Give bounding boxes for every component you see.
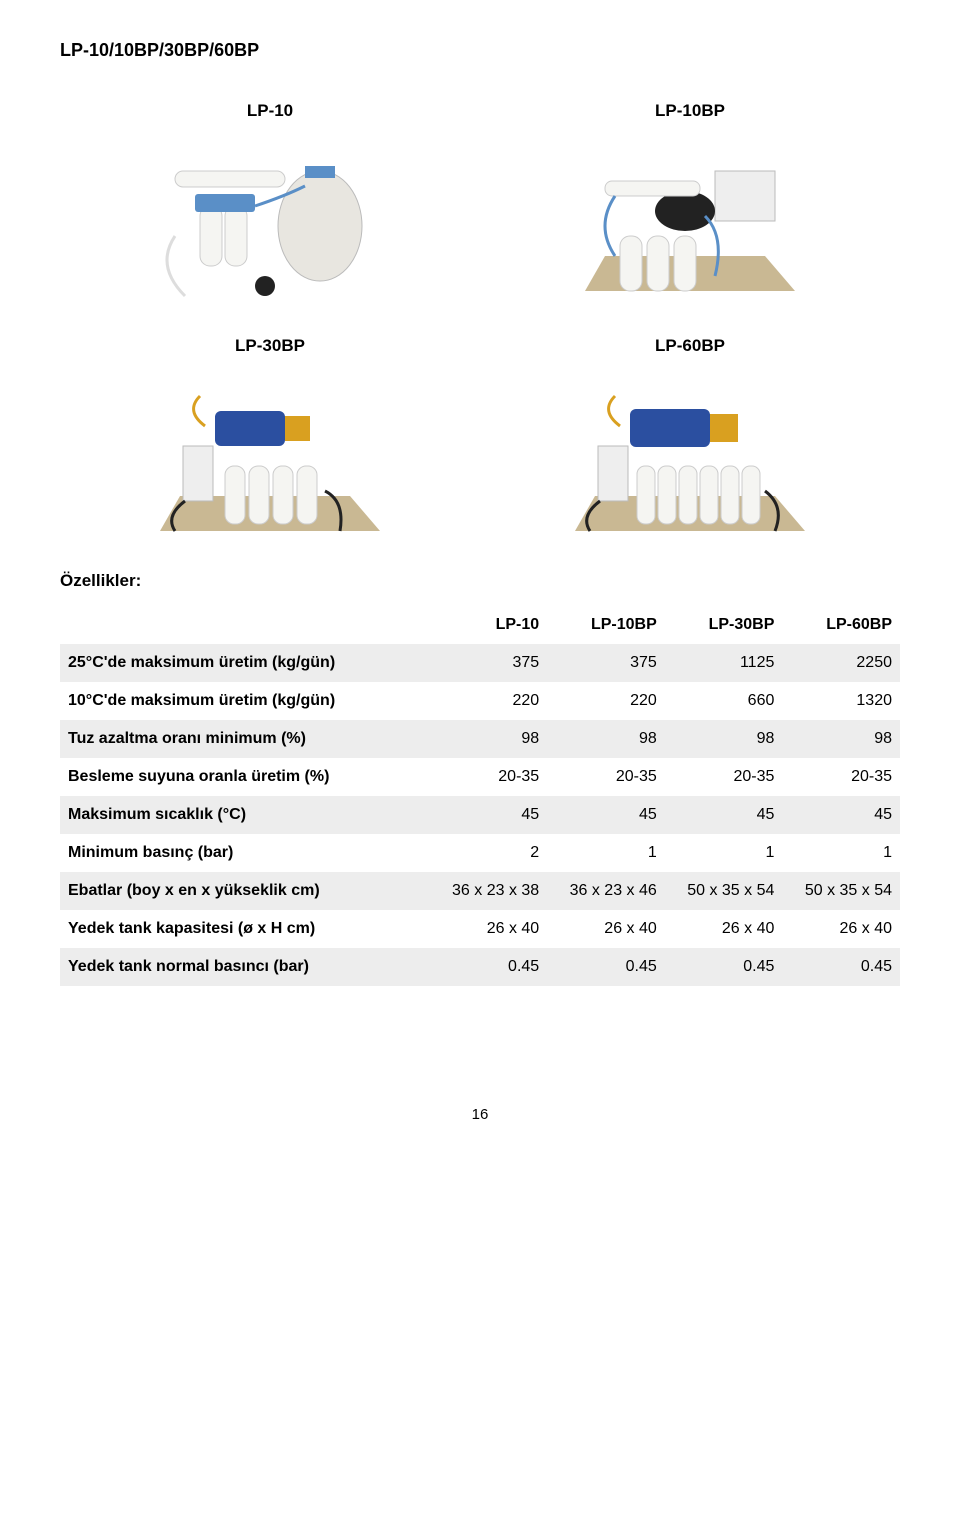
table-cell-value: 45 [547, 796, 665, 834]
table-cell-label: 10°C'de maksimum üretim (kg/gün) [60, 682, 430, 720]
table-row: Minimum basınç (bar)2111 [60, 834, 900, 872]
table-cell-value: 2250 [782, 644, 900, 682]
product-image-lp30bp [145, 371, 395, 541]
table-cell-value: 20-35 [430, 758, 548, 796]
table-cell-value: 45 [665, 796, 783, 834]
table-row: 25°C'de maksimum üretim (kg/gün)37537511… [60, 644, 900, 682]
table-cell-value: 98 [665, 720, 783, 758]
table-row: Yedek tank kapasitesi (ø x H cm)26 x 402… [60, 910, 900, 948]
table-header-cell: LP-30BP [665, 606, 783, 644]
table-cell-value: 660 [665, 682, 783, 720]
table-header-cell: LP-10 [430, 606, 548, 644]
table-row: Besleme suyuna oranla üretim (%)20-3520-… [60, 758, 900, 796]
table-header-cell: LP-10BP [547, 606, 665, 644]
table-cell-label: Tuz azaltma oranı minimum (%) [60, 720, 430, 758]
table-cell-value: 36 x 23 x 46 [547, 872, 665, 910]
table-row: Ebatlar (boy x en x yükseklik cm)36 x 23… [60, 872, 900, 910]
product-cell-lp10: LP-10 [102, 101, 438, 306]
page-title: LP-10/10BP/30BP/60BP [60, 40, 900, 61]
table-cell-value: 98 [430, 720, 548, 758]
table-cell-value: 0.45 [430, 948, 548, 986]
product-row-2: LP-30BP LP-60BP [60, 336, 900, 541]
table-cell-value: 20-35 [547, 758, 665, 796]
table-cell-value: 20-35 [782, 758, 900, 796]
table-cell-value: 26 x 40 [547, 910, 665, 948]
table-cell-value: 0.45 [782, 948, 900, 986]
product-image-lp60bp [565, 371, 815, 541]
product-label: LP-10 [247, 101, 293, 121]
table-cell-value: 1320 [782, 682, 900, 720]
table-cell-label: Minimum basınç (bar) [60, 834, 430, 872]
specs-table: LP-10 LP-10BP LP-30BP LP-60BP 25°C'de ma… [60, 606, 900, 986]
table-cell-label: Ebatlar (boy x en x yükseklik cm) [60, 872, 430, 910]
product-image-lp10 [145, 136, 395, 306]
product-image-lp10bp [565, 136, 815, 306]
table-header-row: LP-10 LP-10BP LP-30BP LP-60BP [60, 606, 900, 644]
table-row: Yedek tank normal basıncı (bar)0.450.450… [60, 948, 900, 986]
table-header-cell [60, 606, 430, 644]
product-cell-lp60bp: LP-60BP [522, 336, 858, 541]
table-cell-label: Besleme suyuna oranla üretim (%) [60, 758, 430, 796]
table-cell-label: 25°C'de maksimum üretim (kg/gün) [60, 644, 430, 682]
table-cell-value: 1 [782, 834, 900, 872]
product-label: LP-10BP [655, 101, 725, 121]
product-row-1: LP-10 LP-10BP [60, 101, 900, 306]
table-cell-value: 45 [430, 796, 548, 834]
table-cell-value: 220 [430, 682, 548, 720]
table-row: Tuz azaltma oranı minimum (%)98989898 [60, 720, 900, 758]
table-cell-value: 26 x 40 [782, 910, 900, 948]
specs-section-label: Özellikler: [60, 571, 900, 591]
table-cell-value: 1 [665, 834, 783, 872]
table-cell-value: 26 x 40 [430, 910, 548, 948]
table-cell-label: Yedek tank kapasitesi (ø x H cm) [60, 910, 430, 948]
product-label: LP-60BP [655, 336, 725, 356]
table-cell-value: 26 x 40 [665, 910, 783, 948]
table-header-cell: LP-60BP [782, 606, 900, 644]
page-number: 16 [60, 1106, 900, 1123]
table-cell-value: 0.45 [665, 948, 783, 986]
table-row: 10°C'de maksimum üretim (kg/gün)22022066… [60, 682, 900, 720]
product-cell-lp10bp: LP-10BP [522, 101, 858, 306]
table-cell-value: 98 [782, 720, 900, 758]
table-cell-value: 45 [782, 796, 900, 834]
product-cell-lp30bp: LP-30BP [102, 336, 438, 541]
table-cell-value: 98 [547, 720, 665, 758]
table-cell-value: 375 [430, 644, 548, 682]
table-cell-value: 220 [547, 682, 665, 720]
table-cell-label: Maksimum sıcaklık (°C) [60, 796, 430, 834]
table-cell-value: 1125 [665, 644, 783, 682]
product-label: LP-30BP [235, 336, 305, 356]
table-cell-value: 50 x 35 x 54 [665, 872, 783, 910]
table-row: Maksimum sıcaklık (°C)45454545 [60, 796, 900, 834]
table-cell-value: 1 [547, 834, 665, 872]
table-cell-label: Yedek tank normal basıncı (bar) [60, 948, 430, 986]
table-cell-value: 375 [547, 644, 665, 682]
table-cell-value: 2 [430, 834, 548, 872]
table-cell-value: 36 x 23 x 38 [430, 872, 548, 910]
table-cell-value: 50 x 35 x 54 [782, 872, 900, 910]
table-cell-value: 0.45 [547, 948, 665, 986]
table-cell-value: 20-35 [665, 758, 783, 796]
